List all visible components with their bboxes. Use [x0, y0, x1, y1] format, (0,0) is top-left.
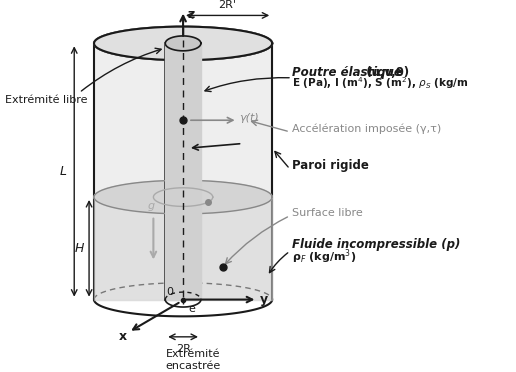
Polygon shape	[165, 44, 201, 299]
Text: 2R': 2R'	[219, 0, 237, 10]
Text: γ(t): γ(t)	[239, 113, 259, 124]
Text: z: z	[187, 8, 195, 21]
Text: (u,v,θ): (u,v,θ)	[358, 66, 409, 79]
Text: L: L	[59, 165, 66, 178]
Text: E (Pa), I (m$^4$), S (m$^2$), $\rho_S$ (kg/m: E (Pa), I (m$^4$), S (m$^2$), $\rho_S$ (…	[292, 76, 469, 91]
Polygon shape	[94, 27, 272, 60]
Text: Accélération imposée (γ,τ): Accélération imposée (γ,τ)	[292, 124, 441, 134]
Text: y: y	[260, 293, 268, 306]
Polygon shape	[94, 180, 272, 214]
Text: Extrémité
encastrée: Extrémité encastrée	[165, 349, 221, 371]
Text: ρ$_F$ (kg/m$^3$): ρ$_F$ (kg/m$^3$)	[292, 247, 356, 266]
Text: Surface libre: Surface libre	[292, 208, 363, 218]
Text: H: H	[75, 242, 84, 255]
Text: x: x	[119, 330, 127, 343]
Polygon shape	[94, 44, 272, 299]
Text: 2R: 2R	[175, 344, 190, 354]
Polygon shape	[94, 197, 272, 299]
Polygon shape	[165, 36, 201, 51]
Text: Fluide incompressible (p): Fluide incompressible (p)	[292, 238, 460, 251]
Text: 0: 0	[166, 287, 173, 297]
Text: Extrémité libre: Extrémité libre	[5, 94, 87, 105]
Text: g: g	[148, 201, 155, 211]
Text: Paroi rigide: Paroi rigide	[292, 159, 369, 172]
Text: Poutre élastique: Poutre élastique	[292, 66, 402, 79]
Text: e: e	[188, 304, 195, 314]
